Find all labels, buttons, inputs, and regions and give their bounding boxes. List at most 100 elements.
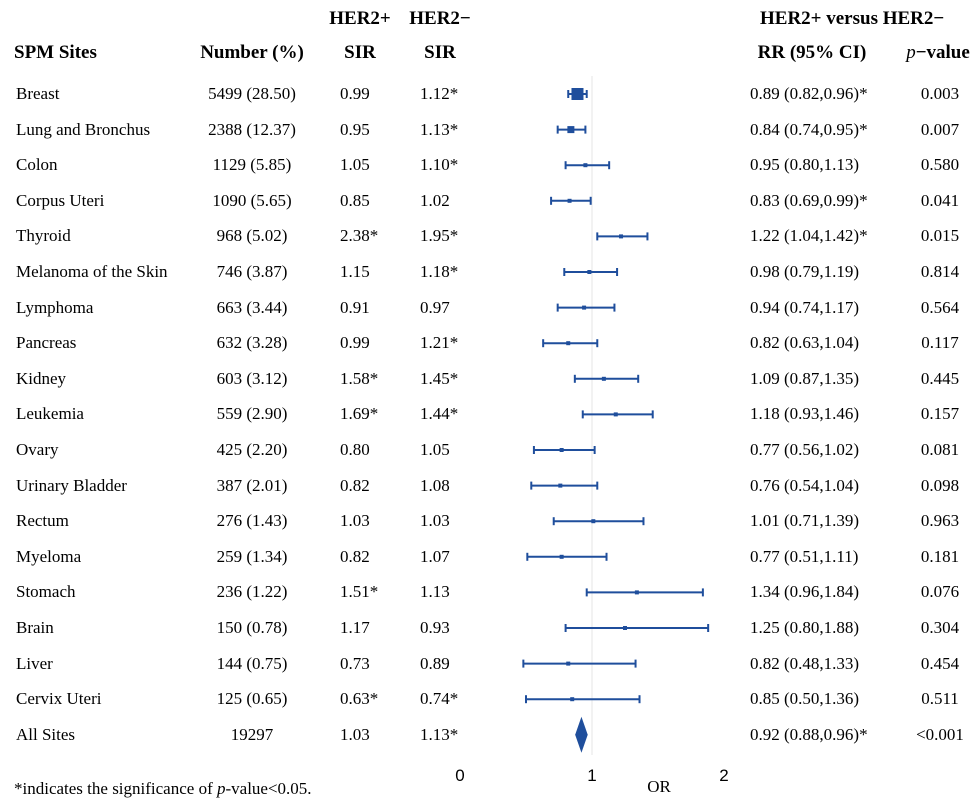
number-cell: 150 (0.78) <box>216 618 288 637</box>
rr-ci-cell: 1.22 (1.04,1.42)* <box>750 226 868 246</box>
site-label: Liver <box>16 653 53 673</box>
number-cell: 1129 (5.85) <box>212 155 292 175</box>
site-label: Colon <box>16 155 58 175</box>
sir-her2neg-cell: 0.97 <box>420 297 450 317</box>
sir-her2pos-cell: 1.03 <box>340 511 370 531</box>
pvalue-cell: 0.814 <box>920 262 960 281</box>
point-estimate <box>571 88 584 100</box>
pvalue-cell: 0.117 <box>921 333 959 353</box>
point-estimate <box>559 448 564 452</box>
site-label: Stomach <box>16 582 76 602</box>
header-her2pos: HER2+ <box>329 8 391 29</box>
header-pvalue-italic: p <box>906 42 916 63</box>
point-estimate <box>601 376 606 381</box>
pvalue-cell: 0.157 <box>920 404 960 424</box>
rr-ci-cell: 1.18 (0.93,1.46) <box>750 404 860 424</box>
sir-her2pos-cell: 0.91 <box>340 297 370 317</box>
sir-her2neg-cell: 1.12* <box>420 84 459 103</box>
rr-ci-cell: 0.77 (0.56,1.02) <box>750 440 860 459</box>
footnote-italic: p <box>216 779 226 798</box>
pvalue-cell: 0.304 <box>920 618 960 637</box>
site-label: Pancreas <box>16 333 77 353</box>
site-label: Breast <box>16 84 60 103</box>
site-label: All Sites <box>16 724 76 744</box>
sir-her2pos-cell: 0.82 <box>340 546 370 566</box>
sir-her2neg-cell: 1.44* <box>420 404 459 424</box>
header-her2neg-sir: SIR <box>424 42 456 63</box>
sir-her2pos-cell: 0.85 <box>340 190 370 210</box>
point-estimate <box>566 341 571 346</box>
number-cell: 19297 <box>230 724 274 744</box>
point-estimate <box>582 305 587 310</box>
sir-her2pos-cell: 0.99 <box>340 84 370 103</box>
sir-her2pos-cell: 2.38* <box>340 226 379 246</box>
rr-ci-cell: 1.01 (0.71,1.39) <box>750 511 860 531</box>
sir-her2pos-cell: 1.03 <box>340 724 370 744</box>
sir-her2neg-cell: 0.93 <box>420 618 450 637</box>
point-estimate <box>634 590 639 595</box>
footnote-before: *indicates the significance of <box>14 779 217 798</box>
pvalue-cell: 0.580 <box>920 155 960 175</box>
header-rr-ci: RR (95% CI) <box>757 42 867 63</box>
footnote-after: -value<0.05. <box>225 779 312 798</box>
point-estimate <box>570 697 575 702</box>
sir-her2pos-cell: 0.63* <box>340 689 379 709</box>
site-label: Lymphoma <box>16 297 94 317</box>
header-her2neg: HER2− <box>409 8 471 29</box>
point-estimate <box>587 270 592 274</box>
number-cell: 632 (3.28) <box>216 333 288 353</box>
sir-her2neg-cell: 1.02 <box>420 190 450 210</box>
rr-ci-cell: 0.98 (0.79,1.19) <box>750 262 860 281</box>
rr-ci-cell: 1.09 (0.87,1.35) <box>750 368 860 388</box>
sir-her2pos-cell: 1.58* <box>340 368 379 388</box>
sir-her2neg-cell: 0.89 <box>420 653 450 673</box>
pvalue-cell: 0.511 <box>921 689 959 709</box>
x-axis-label: OR <box>647 777 671 796</box>
number-cell: 968 (5.02) <box>216 226 288 246</box>
sir-her2pos-cell: 1.17 <box>340 618 370 637</box>
sir-her2pos-cell: 1.05 <box>340 155 370 175</box>
sir-her2neg-cell: 1.03 <box>420 511 450 531</box>
site-label: Melanoma of the Skin <box>16 262 168 281</box>
number-cell: 663 (3.44) <box>216 297 288 317</box>
header-her2pos-sir: SIR <box>344 42 376 63</box>
rr-ci-cell: 1.25 (0.80,1.88) <box>750 618 860 637</box>
pvalue-cell: 0.081 <box>920 440 960 459</box>
number-cell: 125 (0.65) <box>216 689 288 709</box>
pvalue-cell: 0.076 <box>920 582 960 602</box>
sir-her2neg-cell: 1.13* <box>420 724 459 744</box>
site-label: Leukemia <box>16 404 84 424</box>
pvalue-cell: 0.564 <box>920 297 960 317</box>
sir-her2neg-cell: 0.74* <box>420 689 459 709</box>
rr-ci-cell: 0.94 (0.74,1.17) <box>750 297 860 317</box>
site-label: Urinary Bladder <box>16 475 127 495</box>
site-label: Lung and Bronchus <box>16 119 151 139</box>
pvalue-cell: 0.181 <box>920 546 960 566</box>
number-cell: 5499 (28.50) <box>208 84 296 103</box>
sir-her2neg-cell: 1.13* <box>420 119 459 139</box>
x-tick-label: 1 <box>587 766 596 785</box>
number-cell: 603 (3.12) <box>216 368 288 388</box>
sir-her2pos-cell: 0.82 <box>340 475 370 495</box>
point-estimate <box>583 163 588 168</box>
rr-ci-cell: 0.95 (0.80,1.13) <box>750 155 860 175</box>
point-estimate <box>558 483 563 488</box>
pvalue-cell: 0.445 <box>920 368 960 388</box>
number-cell: 425 (2.20) <box>216 440 288 459</box>
point-estimate <box>619 234 624 239</box>
pvalue-cell: 0.454 <box>920 653 960 673</box>
rr-ci-cell: 0.84 (0.74,0.95)* <box>750 119 868 139</box>
rr-ci-cell: 0.82 (0.48,1.33) <box>750 653 860 673</box>
sir-her2pos-cell: 1.69* <box>340 404 379 424</box>
footnote: *indicates the significance of p-value<0… <box>14 779 312 799</box>
number-cell: 387 (2.01) <box>216 475 288 495</box>
pvalue-cell: 0.007 <box>920 119 960 139</box>
sir-her2neg-cell: 1.21* <box>420 333 459 353</box>
site-label: Cervix Uteri <box>16 689 102 709</box>
sir-her2pos-cell: 1.15 <box>340 262 370 281</box>
header-spm-sites: SPM Sites <box>14 42 97 63</box>
number-cell: 276 (1.43) <box>216 511 288 531</box>
point-estimate <box>623 626 627 630</box>
header-comparison: HER2+ versus HER2− <box>760 8 945 29</box>
